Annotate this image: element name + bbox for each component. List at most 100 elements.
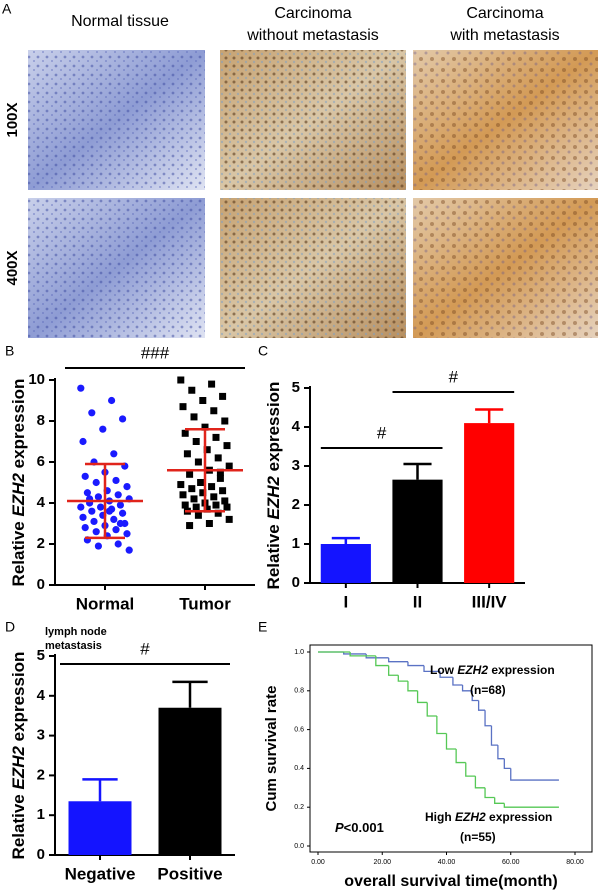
survival-step bbox=[426, 702, 437, 717]
data-point bbox=[221, 497, 229, 505]
data-point bbox=[219, 392, 227, 400]
data-point bbox=[208, 380, 216, 388]
data-point bbox=[181, 501, 189, 509]
survival-step bbox=[490, 725, 498, 746]
data-point bbox=[88, 507, 96, 515]
data-point bbox=[177, 481, 185, 489]
significance-label: # bbox=[377, 423, 387, 442]
y-tick-label: 1 bbox=[37, 806, 45, 823]
x-tick-label: I bbox=[343, 592, 348, 611]
legend-label-part: Low bbox=[430, 663, 457, 677]
panel-label: C bbox=[258, 343, 268, 359]
survival-step bbox=[497, 745, 505, 760]
survival-step bbox=[477, 700, 486, 711]
data-point bbox=[214, 454, 222, 462]
data-point bbox=[221, 417, 229, 425]
data-point bbox=[99, 425, 107, 433]
data-point bbox=[212, 433, 220, 441]
data-point bbox=[225, 462, 233, 470]
x-tick-label: III/IV bbox=[472, 592, 508, 611]
panel-label: A bbox=[2, 1, 12, 17]
survival-step bbox=[445, 733, 457, 750]
data-point bbox=[88, 409, 96, 417]
x-tick-label: Negative bbox=[65, 864, 136, 883]
y-axis-title: Cum survival rate bbox=[263, 686, 280, 812]
y-tick-label: 0 bbox=[37, 846, 45, 863]
survival-step bbox=[407, 681, 418, 692]
survival-step bbox=[407, 661, 425, 667]
data-point bbox=[197, 479, 205, 486]
data-point bbox=[112, 526, 120, 534]
data-point bbox=[112, 476, 120, 485]
data-point bbox=[223, 442, 231, 450]
survival-step bbox=[439, 671, 453, 678]
survival-step bbox=[375, 655, 389, 667]
data-point bbox=[203, 505, 211, 513]
data-point bbox=[199, 397, 207, 404]
x-tick-label: Positive bbox=[157, 864, 222, 883]
survival-step bbox=[494, 797, 505, 804]
y-tick-label: 8 bbox=[37, 412, 45, 429]
data-point bbox=[77, 503, 85, 511]
y-axis-title-part: expression bbox=[9, 379, 28, 474]
y-tick-label: 3 bbox=[37, 727, 45, 744]
data-point bbox=[190, 413, 198, 421]
data-point bbox=[199, 489, 207, 497]
data-point bbox=[119, 509, 127, 517]
y-tick-label: 4 bbox=[37, 494, 46, 511]
x-tick-label: 20.00 bbox=[373, 859, 391, 866]
survival-step bbox=[503, 758, 511, 770]
legend-label-part: expression bbox=[488, 663, 555, 677]
data-point bbox=[177, 376, 185, 384]
x-tick-label: 60.00 bbox=[502, 859, 520, 866]
data-point bbox=[123, 483, 131, 491]
x-tick-label: II bbox=[413, 592, 422, 611]
survival-step bbox=[423, 665, 441, 673]
y-tick-label: 6 bbox=[37, 453, 45, 470]
plot-frame bbox=[309, 644, 593, 853]
survival-step bbox=[461, 684, 473, 692]
bar bbox=[68, 801, 132, 855]
y-tick-label: 2 bbox=[37, 766, 45, 783]
significance-label: # bbox=[449, 367, 459, 386]
data-point bbox=[94, 493, 102, 501]
column-label: Carcinoma bbox=[466, 5, 543, 22]
data-point bbox=[114, 491, 122, 499]
data-point bbox=[81, 472, 89, 480]
data-point bbox=[92, 528, 100, 536]
y-tick-label: 0.6 bbox=[294, 726, 304, 733]
data-point bbox=[216, 468, 224, 476]
y-tick-label: 1 bbox=[292, 535, 300, 552]
image-texture bbox=[413, 198, 598, 338]
x-tick-label: 0.00 bbox=[311, 859, 325, 866]
y-axis-title-part: expression bbox=[264, 382, 283, 477]
data-point bbox=[81, 524, 89, 532]
data-point bbox=[114, 540, 122, 548]
legend-label: Low EZH2 expression bbox=[430, 663, 555, 677]
bar bbox=[392, 479, 443, 583]
data-point bbox=[79, 437, 87, 446]
data-point bbox=[179, 491, 187, 499]
image-texture bbox=[220, 198, 406, 338]
survival-step bbox=[349, 652, 376, 657]
y-tick-label: 0 bbox=[37, 576, 45, 593]
data-point bbox=[105, 507, 113, 515]
image-texture bbox=[28, 50, 205, 190]
panel-label: B bbox=[5, 343, 14, 359]
data-point bbox=[216, 474, 224, 482]
data-point bbox=[214, 509, 222, 517]
column-label: Normal tissue bbox=[71, 13, 169, 30]
y-tick-label: 0 bbox=[292, 574, 300, 591]
column-label: Carcinoma bbox=[274, 5, 351, 22]
survival-step bbox=[388, 657, 408, 663]
row-label: 400X bbox=[4, 250, 21, 285]
data-point bbox=[116, 519, 124, 528]
data-point bbox=[225, 515, 233, 523]
y-axis-title-part: Relative bbox=[9, 517, 28, 587]
data-point bbox=[194, 511, 202, 519]
image-texture bbox=[220, 50, 406, 190]
data-point bbox=[83, 489, 91, 497]
survival-step bbox=[455, 749, 466, 764]
